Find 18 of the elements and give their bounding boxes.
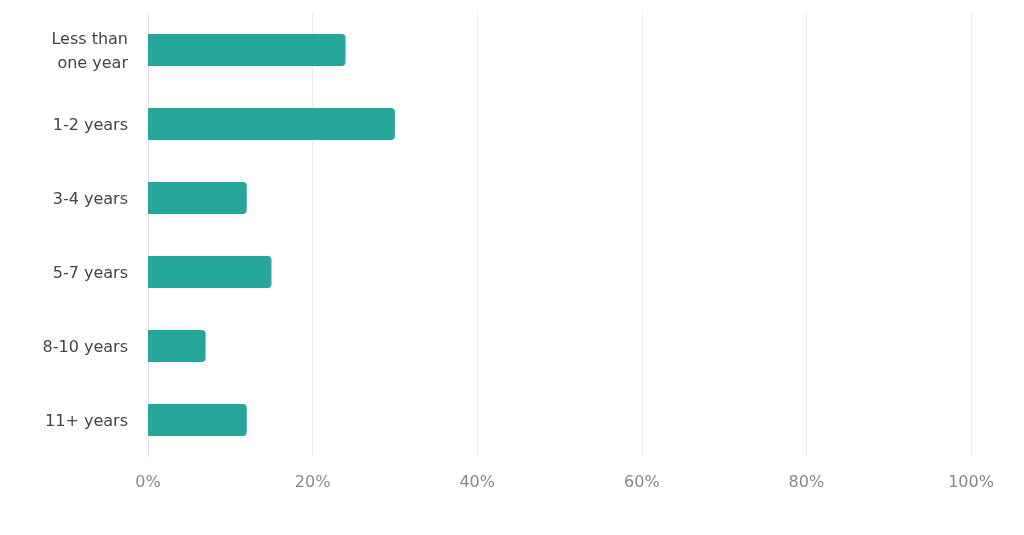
x-tick-label: 60% (624, 471, 660, 491)
x-tick-label: 80% (788, 471, 825, 491)
bar (148, 34, 346, 66)
y-tick-label: 8-10 years (42, 336, 128, 356)
bar (148, 256, 272, 288)
x-tick-label: 100% (948, 471, 994, 491)
y-tick-label: 5-7 years (52, 262, 128, 282)
x-tick-label: 0% (135, 471, 161, 491)
bar (148, 108, 395, 140)
bar (148, 330, 206, 362)
x-tick-label: 40% (459, 471, 495, 491)
y-tick-label: 11+ years (45, 410, 128, 430)
y-tick-label: 1-2 years (52, 114, 128, 134)
y-tick-label: Less than one year (51, 28, 129, 72)
bar (148, 404, 247, 436)
bar (148, 182, 247, 214)
x-tick-label: 20% (294, 471, 331, 491)
y-tick-label: 3-4 years (52, 188, 128, 208)
